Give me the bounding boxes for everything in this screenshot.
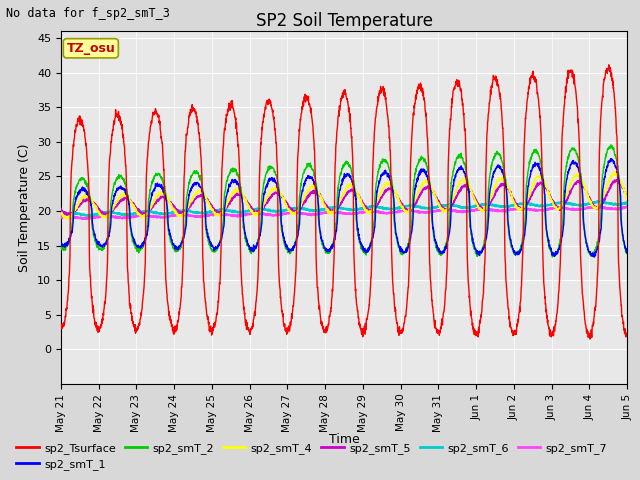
Title: SP2 Soil Temperature: SP2 Soil Temperature [255,12,433,30]
Text: TZ_osu: TZ_osu [67,42,115,55]
Legend: sp2_Tsurface, sp2_smT_1, sp2_smT_2, sp2_smT_4, sp2_smT_5, sp2_smT_6, sp2_smT_7: sp2_Tsurface, sp2_smT_1, sp2_smT_2, sp2_… [12,438,612,474]
Y-axis label: Soil Temperature (C): Soil Temperature (C) [19,144,31,272]
X-axis label: Time: Time [328,433,360,446]
Text: No data for f_sp2_smT_3: No data for f_sp2_smT_3 [6,7,170,20]
